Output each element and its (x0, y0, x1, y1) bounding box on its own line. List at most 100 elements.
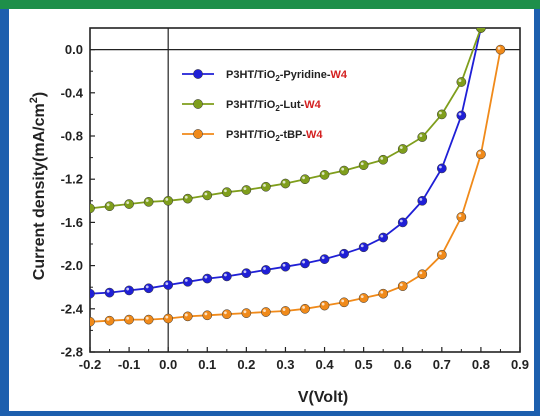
top-border-stripe (0, 0, 540, 9)
series-1 (90, 28, 486, 299)
data-point-highlight (302, 260, 305, 264)
data-point-highlight (243, 270, 247, 274)
data-point (339, 297, 349, 308)
series-line (90, 49, 502, 323)
data-point (436, 109, 447, 120)
data-point-highlight (360, 295, 364, 298)
data-point-highlight (165, 315, 169, 319)
legend-label-prefix: P3HT/TiO (226, 99, 276, 111)
y-axis-label: Current density(mA/cm2) (28, 92, 48, 280)
data-point (397, 144, 408, 154)
data-point-highlight (439, 252, 442, 255)
legend-entry-2: P3HT/TiO2-Lut-W4 (182, 99, 322, 113)
data-point (436, 249, 447, 260)
data-point-highlight (341, 299, 345, 303)
series-3 (90, 44, 506, 327)
legend-label-suffix: W4 (331, 69, 348, 81)
data-point (300, 174, 310, 185)
data-point (163, 313, 174, 324)
data-point-highlight (204, 312, 208, 316)
data-point-highlight (282, 180, 286, 184)
legend-label-prefix: P3HT/TiO (226, 69, 276, 81)
y-tick-label: -0.4 (61, 85, 84, 100)
data-point (378, 288, 389, 299)
data-point-highlight (419, 198, 423, 201)
data-point-highlight (341, 250, 345, 254)
legend-marker (193, 129, 203, 139)
right-border-stripe (534, 9, 540, 416)
data-point-highlight (106, 289, 110, 293)
data-point-highlight (399, 219, 403, 223)
data-point-highlight (321, 172, 325, 175)
data-point-highlight (399, 283, 403, 287)
x-tick-label: -0.2 (79, 357, 101, 372)
data-point-highlight (380, 234, 384, 238)
y-tick-label: -1.6 (61, 215, 83, 230)
data-point (280, 178, 291, 189)
y-axis-label-superscript: 2 (28, 97, 40, 103)
legend-label-middle: -Lut- (280, 99, 305, 111)
data-point-highlight (184, 195, 188, 199)
data-point-highlight (341, 167, 345, 171)
data-point-highlight (419, 134, 423, 138)
data-point (124, 199, 134, 209)
data-point-highlight (243, 187, 247, 191)
legend-label: P3HT/TiO2-tBP-W4 (226, 129, 323, 143)
data-point-highlight (224, 273, 227, 277)
x-tick-label: 0.8 (472, 357, 490, 372)
data-point (378, 232, 389, 243)
data-point (221, 309, 232, 320)
data-point (436, 163, 447, 174)
data-point (456, 110, 467, 121)
legend-label: P3HT/TiO2-Pyridine-W4 (226, 69, 348, 83)
data-point (90, 288, 95, 299)
data-point (476, 149, 486, 160)
data-point (182, 311, 193, 322)
data-point (417, 195, 428, 206)
y-tick-label: -0.8 (61, 129, 83, 144)
data-point (456, 77, 467, 87)
data-point (104, 287, 115, 298)
data-point (221, 187, 232, 198)
data-point (143, 283, 154, 294)
y-tick-label: -1.2 (61, 172, 83, 187)
legend-label-middle: -Pyridine- (280, 69, 331, 81)
x-tick-label: 0.6 (394, 357, 412, 372)
data-point-highlight (419, 271, 423, 275)
y-axis-label-close: ) (31, 92, 48, 97)
data-point-highlight (224, 311, 227, 315)
data-point-highlight (439, 111, 442, 115)
series-clip-group (90, 28, 506, 327)
data-point (90, 203, 95, 214)
axes-group: -0.2 -0.1 0.0 0.1 0.2 0.3 0.4 0.5 0.6 0.7 0.8 0.9 0.… (61, 27, 529, 372)
data-point-highlight (184, 313, 188, 317)
bottom-border-stripe (0, 411, 540, 416)
data-point-highlight (380, 290, 384, 294)
data-point-highlight (263, 183, 266, 187)
data-point-highlight (439, 165, 442, 169)
data-point (241, 185, 252, 195)
data-point-highlight (399, 146, 403, 149)
legend-label-subscript: 2 (275, 74, 280, 83)
data-point (300, 303, 310, 314)
data-point (241, 308, 252, 318)
data-point (124, 314, 134, 325)
series-layer (90, 28, 506, 327)
data-point-highlight (321, 302, 325, 306)
data-point (319, 170, 330, 180)
legend-label: P3HT/TiO2-Lut-W4 (226, 99, 322, 113)
legend-entry-3: P3HT/TiO2-tBP-W4 (182, 129, 323, 143)
data-point (261, 265, 271, 275)
data-point (90, 316, 95, 327)
data-point-highlight (145, 285, 149, 289)
data-point (182, 276, 193, 287)
data-point (476, 28, 486, 33)
data-point-highlight (263, 309, 266, 313)
data-point-highlight (282, 263, 286, 267)
data-point (104, 201, 115, 212)
data-point (241, 268, 252, 279)
data-point-highlight (184, 279, 188, 282)
data-point-highlight (360, 162, 364, 166)
